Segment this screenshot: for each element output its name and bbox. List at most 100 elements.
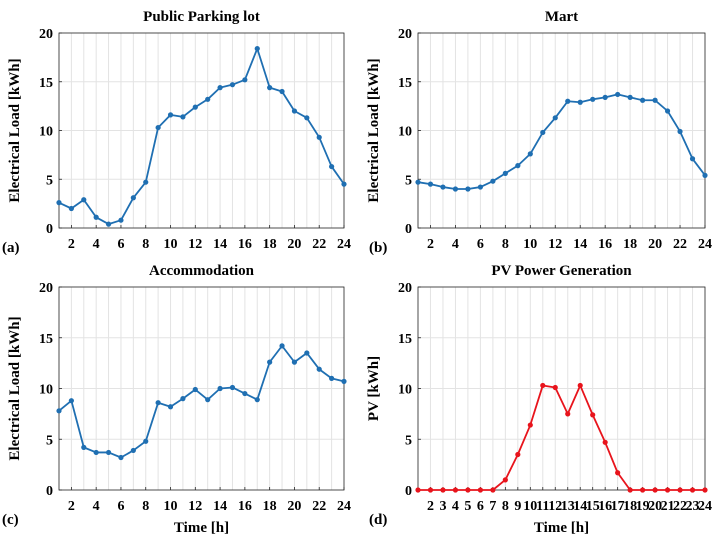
chart-3-xtick-label: 24 bbox=[337, 499, 351, 514]
chart-2-xtick-label: 12 bbox=[548, 237, 562, 252]
chart-4-data-point bbox=[640, 487, 646, 493]
chart-2-data-point bbox=[602, 94, 608, 100]
chart-2-data-point bbox=[689, 156, 696, 162]
chart-3-data-point bbox=[56, 408, 62, 414]
chart-3-data-point bbox=[329, 375, 335, 381]
chart-4-data-point bbox=[452, 487, 459, 493]
chart-1-data-point bbox=[93, 214, 99, 220]
chart-3-data-point bbox=[242, 390, 248, 397]
chart-2-data-point bbox=[515, 163, 521, 169]
chart-2-xtick-label: 10 bbox=[523, 237, 537, 252]
chart-1-ytick-label: 0 bbox=[46, 222, 53, 237]
chart-4-xtick-label: 12 bbox=[548, 499, 562, 514]
chart-2-ytick-label: 15 bbox=[398, 76, 412, 91]
chart-2-data-point bbox=[664, 108, 671, 114]
chart-1-data-point bbox=[304, 115, 310, 121]
chart-3-data-point bbox=[130, 447, 136, 454]
chart-2-xtick-label: 24 bbox=[698, 237, 712, 252]
chart-4-xtick-label: 14 bbox=[573, 499, 587, 514]
chart-4-data-point bbox=[552, 384, 558, 391]
chart-4-xtick-label: 17 bbox=[611, 499, 625, 514]
chart-3-panel-label: (c) bbox=[2, 512, 19, 528]
chart-3-xtick-label: 16 bbox=[238, 499, 252, 514]
chart-3-data-point bbox=[93, 449, 99, 456]
chart-2-ytick-label: 0 bbox=[405, 222, 412, 237]
chart-2-data-point bbox=[415, 179, 421, 185]
chart-1-panel-label: (a) bbox=[2, 240, 20, 256]
chart-4-data-point bbox=[527, 422, 533, 428]
chart-1-data-point bbox=[56, 200, 62, 206]
chart-3-xtick-label: 10 bbox=[164, 499, 178, 514]
chart-2-title: Mart bbox=[545, 9, 578, 25]
chart-4-ytick-label: 5 bbox=[405, 433, 412, 448]
chart-3-ylabel: Electrical Load [kWh] bbox=[7, 316, 23, 460]
chart-4-xtick-label: 10 bbox=[523, 499, 537, 514]
chart-4-data-point bbox=[540, 382, 546, 389]
chart-1-xtick-label: 20 bbox=[287, 237, 301, 252]
chart-2-xtick-label: 8 bbox=[502, 237, 509, 252]
chart-2-data-point bbox=[640, 97, 646, 103]
chart-1-data-point bbox=[217, 85, 223, 91]
chart-4-ytick-label: 10 bbox=[398, 383, 412, 398]
chart-4-xtick-label: 15 bbox=[586, 499, 600, 514]
chart-3-data-point bbox=[291, 359, 298, 365]
chart-1-xtick-label: 18 bbox=[263, 237, 277, 252]
chart-4-title: PV Power Generation bbox=[491, 263, 632, 279]
chart-2-data-point bbox=[652, 97, 658, 103]
chart-4-series-line bbox=[418, 384, 705, 491]
chart-2-xtick-label: 16 bbox=[598, 237, 612, 252]
chart-3-data-point bbox=[105, 449, 112, 456]
chart-1-data-point bbox=[130, 195, 136, 201]
chart-1-ytick-label: 5 bbox=[46, 173, 53, 188]
chart-3-data-point bbox=[217, 385, 223, 392]
chart-3-data-point bbox=[143, 438, 149, 444]
chart-2-xtick-label: 20 bbox=[648, 237, 662, 252]
chart-2-data-point bbox=[452, 186, 459, 192]
chart-2-xtick-label: 6 bbox=[477, 237, 484, 252]
chart-3-data-point bbox=[155, 400, 161, 406]
chart-1-data-point bbox=[329, 163, 335, 170]
chart-1-xtick-label: 16 bbox=[238, 237, 252, 252]
chart-3-data-point bbox=[68, 398, 74, 404]
chart-3-data-point bbox=[229, 384, 236, 391]
chart-4-xtick-label: 24 bbox=[698, 499, 712, 514]
chart-3-data-point bbox=[304, 350, 310, 356]
chart-4-xtick-label: 6 bbox=[477, 499, 484, 514]
chart-2-panel-label: (b) bbox=[369, 240, 387, 256]
chart-4-data-point bbox=[577, 382, 583, 389]
chart-4-ytick-label: 20 bbox=[398, 281, 412, 296]
chart-1-xtick-label: 2 bbox=[68, 237, 75, 252]
chart-1-data-point bbox=[68, 205, 74, 212]
chart-1-ytick-label: 10 bbox=[39, 125, 53, 140]
chart-4-ytick-label: 15 bbox=[398, 332, 412, 347]
chart-1-xtick-label: 10 bbox=[164, 237, 178, 252]
chart-4-ytick-label: 0 bbox=[405, 484, 412, 499]
chart-3-ytick-label: 20 bbox=[39, 281, 53, 296]
chart-2-data-point bbox=[565, 98, 571, 104]
chart-4-xtick-label: 8 bbox=[502, 499, 509, 514]
chart-3-xtick-label: 2 bbox=[68, 499, 75, 514]
chart-2-data-point bbox=[577, 99, 583, 105]
chart-1-ytick-label: 15 bbox=[39, 76, 53, 91]
chart-4-data-point bbox=[602, 439, 608, 445]
chart-2-data-point bbox=[502, 170, 508, 176]
chart-4-data-point bbox=[664, 487, 671, 493]
chart-2-xtick-label: 4 bbox=[452, 237, 459, 252]
chart-2-data-point bbox=[477, 184, 483, 190]
chart-4-data-point bbox=[515, 451, 521, 458]
chart-3-xtick-label: 12 bbox=[188, 499, 202, 514]
chart-3-title: Accommodation bbox=[149, 263, 255, 279]
chart-1-data-point bbox=[341, 181, 347, 187]
chart-4-data-point bbox=[689, 487, 696, 493]
chart-3-xtick-label: 8 bbox=[142, 499, 149, 514]
chart-1-data-point bbox=[118, 217, 124, 223]
chart-4-xtick-label: 9 bbox=[514, 499, 521, 514]
chart-1-data-point bbox=[279, 88, 285, 95]
chart-2-series-line bbox=[417, 93, 706, 190]
chart-4-xtick-label: 3 bbox=[439, 499, 446, 514]
chart-4-xtick-label: 11 bbox=[536, 499, 549, 514]
chart-4-data-point bbox=[627, 487, 633, 493]
